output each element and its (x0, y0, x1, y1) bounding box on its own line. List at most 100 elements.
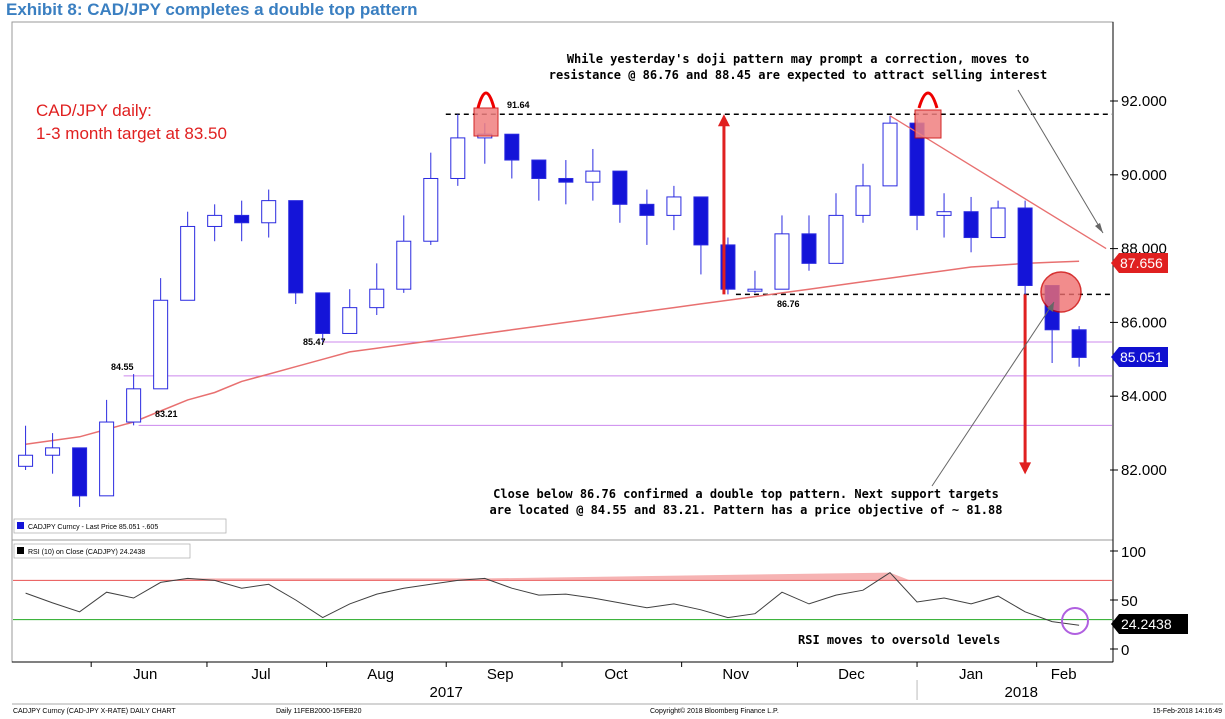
bottom-note-line1: Close below 86.76 confirmed a double top… (493, 487, 999, 501)
rsi-axis: 0 50 100 (1110, 544, 1146, 659)
x-tick-label: Aug (367, 666, 394, 683)
last-price-tag: 85.051 (1111, 347, 1168, 367)
candle-body (936, 211, 952, 216)
second-top-marker (914, 109, 942, 139)
rsi-overbought-fill (167, 572, 910, 581)
level-label-84-55: 84.55 (111, 362, 134, 372)
candle-body (963, 211, 979, 239)
rsi-legend-text: RSI (10) on Close (CADJPY) 24.2438 (28, 549, 145, 556)
candlestick-series (18, 114, 1087, 507)
bottom-note-pointer-head-icon (1047, 302, 1054, 312)
x-tick-label: Jun (133, 666, 157, 683)
x-tick-label: Sep (487, 666, 514, 683)
candle-body (801, 233, 817, 264)
candle-body (855, 185, 871, 216)
rsi-tick-label: 100 (1121, 544, 1146, 561)
candle-body (315, 292, 331, 334)
candle-body (126, 388, 142, 423)
candle-body (369, 288, 385, 309)
y-tick-label: 90.000 (1121, 167, 1167, 184)
first-top-marker (473, 107, 499, 137)
y-tick-label: 84.000 (1121, 388, 1167, 405)
last-price-tag-text: 85.051 (1120, 349, 1163, 365)
year-label-2018: 2018 (1005, 684, 1038, 701)
candle-body (153, 299, 169, 390)
level-label-91-64: 91.64 (507, 100, 530, 110)
level-label-86-76: 86.76 (777, 299, 800, 309)
arrow-head-icon (1019, 462, 1032, 475)
x-tick-label: Feb (1051, 666, 1077, 683)
rsi-value-tag-text: 24.2438 (1121, 616, 1172, 632)
year-label-2017: 2017 (430, 684, 463, 701)
candle-body (1017, 207, 1033, 286)
candle-body (882, 122, 898, 187)
candle-body (666, 196, 682, 216)
x-tick-label: Oct (604, 666, 628, 683)
candle-body (18, 454, 34, 467)
rsi-value-tag: 24.2438 (1111, 614, 1188, 634)
rsi-legend-swatch (17, 547, 24, 554)
candle-body (504, 133, 520, 161)
rsi-tick-label: 50 (1121, 593, 1138, 610)
rsi-note: RSI moves to oversold levels (798, 633, 1000, 647)
candle-body (207, 214, 223, 227)
candle-body (612, 170, 628, 205)
main-label-line2: 1-3 month target at 83.50 (36, 124, 227, 143)
candle-body (747, 288, 763, 292)
candle-body (558, 177, 574, 183)
price-legend-swatch (17, 522, 24, 529)
top-note-pointer-2 (1040, 112, 1071, 150)
level-label-83-21: 83.21 (155, 409, 178, 419)
candle-body (99, 421, 115, 497)
first-top-arch-icon (476, 91, 496, 109)
y-tick-label: 92.000 (1121, 93, 1167, 110)
candle-body (288, 200, 304, 294)
rsi-tick-label: 0 (1121, 642, 1129, 659)
candle-body (180, 225, 196, 301)
top-note-line1: While yesterday's doji pattern may promp… (567, 52, 1029, 66)
top-note-pointer (1017, 89, 1104, 234)
x-tick-label: Jul (251, 666, 270, 683)
y-tick-label: 86.000 (1121, 314, 1167, 331)
x-tick-label: Nov (722, 666, 749, 683)
arrow-head-icon (717, 114, 730, 127)
candle-body (45, 447, 61, 456)
candle-body (261, 200, 277, 224)
target-arrows (717, 114, 1032, 475)
moving-average-line (25, 260, 1080, 445)
time-axis: Jun Jul Aug Sep Oct Nov Dec Jan Feb 2017 2018 (12, 661, 1223, 705)
price-legend-box (13, 518, 227, 534)
candle-body (1071, 329, 1087, 358)
bottom-note-line2: are located @ 84.55 and 83.21. Pattern h… (490, 503, 1003, 517)
breakdown-circle-marker (1040, 271, 1082, 313)
rsi-threshold-lines (13, 579, 1112, 621)
candle-body (693, 196, 709, 246)
top-note-line2: resistance @ 86.76 and 88.45 are expecte… (549, 68, 1048, 82)
candle-body (639, 203, 655, 216)
level-label-85-47: 85.47 (303, 337, 326, 347)
exhibit-title: Exhibit 8: CAD/JPY completes a double to… (6, 0, 418, 19)
candle-body (342, 307, 358, 334)
x-tick-label: Jan (959, 666, 983, 683)
main-label-line1: CAD/JPY daily: (36, 101, 152, 120)
ma-price-tag-text: 87.656 (1120, 255, 1163, 271)
x-tick-label: Dec (838, 666, 865, 683)
y-tick-label: 82.000 (1121, 462, 1167, 479)
support-resistance-lines (123, 113, 1112, 426)
candle-body (396, 240, 412, 290)
candle-body (774, 233, 790, 290)
bottom-note-pointer (931, 301, 1055, 487)
footer-right: 15-Feb-2018 14:16:49 (1153, 708, 1222, 715)
second-top-arch-icon (917, 91, 939, 109)
candle-body (990, 207, 1006, 239)
rsi-oversold-circle-marker (1061, 607, 1089, 635)
candle-body (423, 177, 439, 242)
ma-price-tag: 87.656 (1111, 253, 1168, 273)
rsi-line (25, 571, 1080, 626)
footer-left: CADJPY Curncy (CAD-JPY X-RATE) DAILY CHA… (13, 708, 176, 715)
price-legend-text: CADJPY Curncy - Last Price 85.051 -.605 (28, 524, 158, 531)
rsi-legend-box (13, 543, 191, 559)
candle-body (72, 447, 88, 497)
